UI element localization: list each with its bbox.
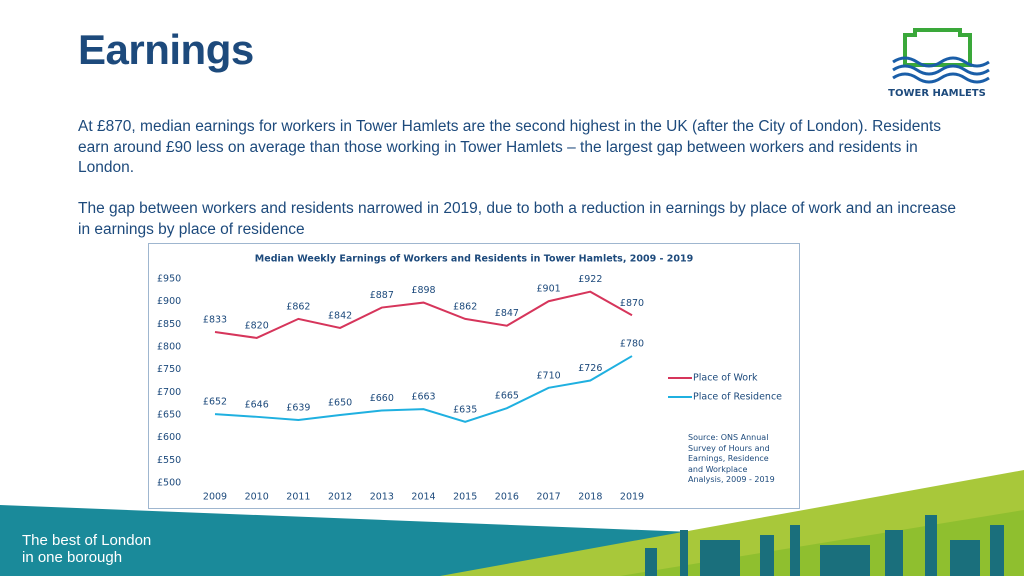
data-label: £922 bbox=[578, 274, 602, 285]
data-label: £646 bbox=[245, 399, 269, 410]
data-label: £870 bbox=[620, 298, 644, 309]
y-tick-label: £550 bbox=[157, 455, 181, 466]
data-label: £780 bbox=[620, 339, 644, 350]
title: Earnings bbox=[78, 26, 254, 73]
y-tick-label: £650 bbox=[157, 410, 181, 421]
data-label: £833 bbox=[203, 315, 227, 326]
x-tick-label: 2019 bbox=[620, 492, 644, 503]
data-label: £726 bbox=[578, 363, 602, 374]
x-tick-label: 2011 bbox=[286, 492, 310, 503]
source-note: Source: ONS Annual Survey of Hours and E… bbox=[688, 433, 775, 484]
data-label: £820 bbox=[245, 320, 269, 331]
footer-text: The best of London bbox=[22, 532, 152, 549]
x-tick-label: 2009 bbox=[203, 492, 227, 503]
data-label: £862 bbox=[286, 301, 310, 312]
chart: Median Weekly Earnings of Workers and Re… bbox=[148, 243, 800, 509]
data-label: £639 bbox=[286, 402, 310, 413]
data-label: £847 bbox=[495, 308, 519, 319]
y-tick-label: £900 bbox=[157, 296, 181, 307]
y-tick-label: £800 bbox=[157, 342, 181, 353]
data-label: £635 bbox=[453, 404, 477, 415]
data-label: £901 bbox=[537, 284, 561, 295]
logo-text: TOWER HAMLETS bbox=[888, 88, 986, 99]
chart-title: Median Weekly Earnings of Workers and Re… bbox=[255, 254, 693, 265]
x-tick-label: 2014 bbox=[411, 492, 435, 503]
y-tick-label: £700 bbox=[157, 387, 181, 398]
data-label: £650 bbox=[328, 398, 352, 409]
data-label: £887 bbox=[370, 290, 394, 301]
data-label: £898 bbox=[411, 285, 435, 296]
x-tick-label: 2015 bbox=[453, 492, 477, 503]
y-tick-label: £500 bbox=[157, 478, 181, 489]
data-label: £862 bbox=[453, 301, 477, 312]
x-tick-label: 2017 bbox=[537, 492, 561, 503]
legend-label: Place of Residence bbox=[693, 392, 782, 403]
x-tick-label: 2018 bbox=[578, 492, 602, 503]
data-label: £652 bbox=[203, 397, 227, 408]
line bbox=[214, 290, 633, 339]
x-tick-label: 2012 bbox=[328, 492, 352, 503]
data-label: £660 bbox=[370, 393, 394, 404]
x-tick-label: 2013 bbox=[370, 492, 394, 503]
data-label: £710 bbox=[537, 370, 561, 381]
data-label: £665 bbox=[495, 391, 519, 402]
y-tick-label: £950 bbox=[157, 274, 181, 285]
paragraph: The gap between workers and residents na… bbox=[78, 200, 957, 238]
y-tick-label: £850 bbox=[157, 319, 181, 330]
chart-frame bbox=[148, 243, 800, 509]
paragraph: At £870, median earnings for workers in … bbox=[78, 118, 941, 176]
legend-label: Place of Work bbox=[693, 373, 758, 384]
y-tick-label: £750 bbox=[157, 364, 181, 375]
line bbox=[214, 355, 633, 423]
x-tick-label: 2010 bbox=[245, 492, 269, 503]
data-label: £663 bbox=[411, 392, 435, 403]
footer-text: in one borough bbox=[22, 549, 123, 566]
x-tick-label: 2016 bbox=[495, 492, 519, 503]
y-tick-label: £600 bbox=[157, 432, 181, 443]
data-label: £842 bbox=[328, 310, 352, 321]
